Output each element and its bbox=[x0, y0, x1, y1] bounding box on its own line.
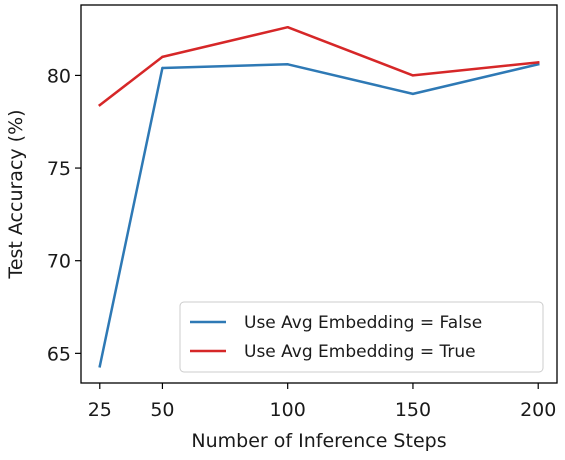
y-tick-label: 80 bbox=[47, 65, 71, 87]
plot-lines bbox=[98, 25, 540, 368]
y-tick-label: 70 bbox=[47, 251, 71, 273]
legend-box bbox=[179, 301, 544, 373]
data-point bbox=[161, 66, 164, 70]
x-tick-label: 200 bbox=[520, 399, 556, 421]
y-tick-label: 75 bbox=[47, 158, 71, 180]
x-axis: 25 50 100 150 200 bbox=[88, 383, 556, 421]
data-point bbox=[286, 26, 289, 29]
data-point bbox=[161, 55, 164, 59]
legend: Use Avg Embedding = False Use Avg Embedd… bbox=[179, 301, 544, 373]
data-point bbox=[411, 74, 415, 77]
data-point bbox=[98, 365, 101, 368]
data-point bbox=[286, 63, 289, 66]
data-point bbox=[537, 61, 540, 64]
y-axis-label: Test Accuracy (%) bbox=[5, 109, 27, 279]
data-point bbox=[411, 92, 415, 96]
y-tick-label: 65 bbox=[47, 343, 71, 365]
data-point bbox=[98, 103, 101, 107]
x-tick-label: 50 bbox=[150, 399, 174, 421]
y-axis: 65 70 75 80 bbox=[47, 65, 81, 365]
plot-area-frame bbox=[80, 4, 558, 384]
x-tick-label: 100 bbox=[270, 399, 306, 421]
legend-label-false: Use Avg Embedding = False bbox=[244, 313, 482, 333]
series-line-1 bbox=[98, 25, 540, 107]
legend-label-true: Use Avg Embedding = True bbox=[244, 342, 476, 362]
x-axis-label: Number of Inference Steps bbox=[191, 430, 446, 452]
x-tick-label: 150 bbox=[395, 399, 431, 421]
x-tick-label: 25 bbox=[88, 399, 112, 421]
